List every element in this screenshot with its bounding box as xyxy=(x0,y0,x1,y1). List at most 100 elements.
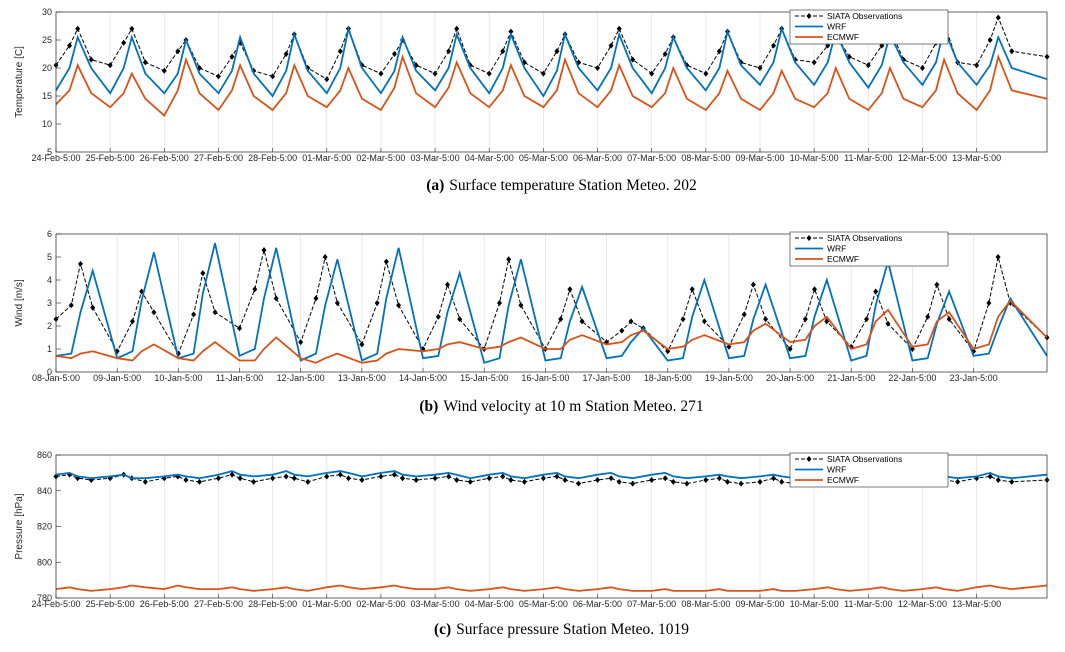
x-tick-label: 11-Jan-5:00 xyxy=(216,373,263,383)
x-tick-label: 28-Feb-5:00 xyxy=(248,599,297,609)
caption-text: Surface pressure Station Meteo. 1019 xyxy=(456,621,689,638)
data-point xyxy=(995,14,1001,21)
data-point xyxy=(508,28,514,35)
data-point xyxy=(359,477,365,484)
chart: 24-Feb-5:00 25-Feb-5:00 26-Feb-5:00 27-Feb-… xyxy=(14,7,1050,194)
data-point xyxy=(175,48,181,55)
data-point xyxy=(237,475,243,482)
data-point xyxy=(212,309,218,316)
caption-label: (b) xyxy=(419,398,438,415)
data-point xyxy=(413,477,419,484)
x-tick-label: 12-Mar-5:00 xyxy=(898,599,947,609)
data-point xyxy=(771,475,777,482)
x-tick-label: 05-Mar-5:00 xyxy=(519,153,568,163)
data-point xyxy=(334,300,340,306)
data-point xyxy=(562,477,568,484)
data-point xyxy=(378,473,384,480)
data-point xyxy=(337,48,343,55)
y-tick-label: 1 xyxy=(47,344,52,354)
data-point xyxy=(873,288,879,295)
data-point xyxy=(486,70,492,77)
x-tick-label: 16-Jan-5:00 xyxy=(521,373,569,383)
data-point xyxy=(283,473,289,480)
y-tick-label: 10 xyxy=(42,119,52,129)
data-point xyxy=(716,475,722,482)
data-point xyxy=(521,478,527,485)
data-point xyxy=(237,325,243,332)
caption: (b) Wind velocity at 10 m Station Meteo. … xyxy=(419,398,703,415)
data-point xyxy=(616,25,622,32)
x-tick-label: 07-Mar-5:00 xyxy=(627,153,676,163)
data-point xyxy=(345,475,351,482)
data-point xyxy=(435,313,441,320)
data-point xyxy=(215,73,221,80)
x-tick-label: 17-Jan-5:00 xyxy=(583,373,631,383)
x-tick-label: 18-Jan-5:00 xyxy=(644,373,692,383)
caption: (c) Surface pressure Station Meteo. 1019 xyxy=(434,621,689,638)
data-point xyxy=(763,316,769,323)
y-tick-label: 780 xyxy=(37,593,52,603)
data-point xyxy=(630,56,636,63)
data-point xyxy=(378,70,384,77)
chart: 24-Feb-5:00 25-Feb-5:00 26-Feb-5:00 27-Feb-… xyxy=(14,450,1050,638)
y-tick-label: 6 xyxy=(47,229,52,239)
x-tick-label: 24-Feb-5:00 xyxy=(31,599,80,609)
data-point xyxy=(608,42,614,49)
data-point xyxy=(497,300,503,306)
data-point xyxy=(197,478,203,485)
data-point xyxy=(974,62,980,69)
data-point xyxy=(215,475,221,482)
x-tick-label: 22-Jan-5:00 xyxy=(888,373,936,383)
data-point xyxy=(445,281,451,288)
y-tick-label: 820 xyxy=(37,522,52,532)
data-point xyxy=(229,471,235,478)
data-point xyxy=(446,48,452,55)
x-tick-label: 15-Jan-5:00 xyxy=(460,373,508,383)
x-tick-label: 09-Mar-5:00 xyxy=(735,599,784,609)
data-point xyxy=(1009,48,1015,55)
data-point xyxy=(88,56,94,63)
data-point xyxy=(955,478,961,485)
legend-label: SIATA Observations xyxy=(827,11,902,21)
x-tick-label: 02-Mar-5:00 xyxy=(356,153,405,163)
data-point xyxy=(946,316,952,323)
data-point xyxy=(200,270,206,277)
x-tick-label: 10-Mar-5:00 xyxy=(790,599,839,609)
x-tick-label: 25-Feb-5:00 xyxy=(86,153,135,163)
x-tick-label: 11-Mar-5:00 xyxy=(844,599,892,609)
data-point xyxy=(90,304,96,311)
data-point xyxy=(934,281,940,288)
data-point xyxy=(919,65,925,71)
x-tick-label: 10-Mar-5:00 xyxy=(790,153,839,163)
data-point xyxy=(595,65,601,71)
data-point xyxy=(324,473,330,480)
data-point xyxy=(1009,478,1015,485)
x-tick-label: 23-Jan-5:00 xyxy=(950,373,998,383)
data-point xyxy=(738,480,744,487)
y-tick-label: 3 xyxy=(47,298,52,308)
data-point xyxy=(662,51,668,57)
y-tick-label: 5 xyxy=(47,252,52,262)
data-point xyxy=(446,473,452,480)
x-tick-label: 07-Mar-5:00 xyxy=(627,599,676,609)
x-tick-label: 13-Mar-5:00 xyxy=(952,599,1001,609)
legend-marker xyxy=(806,456,812,462)
data-point xyxy=(508,477,514,484)
data-point xyxy=(865,62,871,69)
data-point xyxy=(540,475,546,482)
x-tick-label: 06-Mar-5:00 xyxy=(573,153,622,163)
data-point xyxy=(619,327,625,334)
data-point xyxy=(298,339,304,346)
data-point xyxy=(802,316,808,323)
data-point xyxy=(107,62,113,69)
data-point xyxy=(987,473,993,480)
axes-box xyxy=(55,454,1048,599)
data-point xyxy=(67,42,73,49)
legend-label: SIATA Observations xyxy=(827,454,902,464)
data-point xyxy=(779,478,785,485)
data-point xyxy=(680,316,686,323)
series-line xyxy=(55,299,1048,364)
x-tick-label: 01-Mar-5:00 xyxy=(302,153,351,163)
data-point xyxy=(374,300,380,306)
